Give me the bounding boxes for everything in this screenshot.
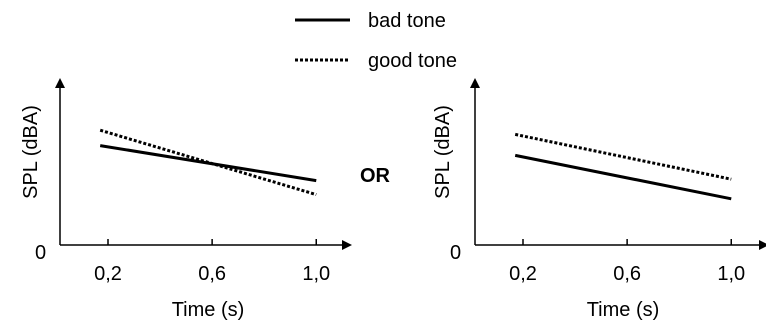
legend-label-good-tone: good tone	[368, 50, 457, 72]
or-label: OR	[360, 165, 391, 187]
x-axis-title: Time (s)	[587, 299, 660, 321]
chart-left: 0,2 0,6 1,0 0 SPL (dBA) Time (s)	[20, 78, 352, 321]
legend-label-bad-tone: bad tone	[368, 10, 446, 32]
series-line-good-tone	[99, 128, 317, 197]
x-tick-label: 0,6	[198, 263, 226, 285]
y-tick-label-0: 0	[35, 242, 46, 264]
y-tick-label-0: 0	[450, 242, 461, 264]
x-tick-label: 0,2	[509, 263, 537, 285]
series-line-good-tone	[514, 132, 732, 181]
series-line-bad-tone	[514, 153, 732, 201]
legend: bad tone good tone	[295, 10, 457, 72]
x-tick-label: 0,6	[613, 263, 641, 285]
chart-right: 0,2 0,6 1,0 0 SPL (dBA) Time (s)	[432, 78, 766, 321]
y-axis-title: SPL (dBA)	[20, 105, 42, 199]
x-tick-label: 1,0	[717, 263, 745, 285]
x-axis-title: Time (s)	[172, 299, 245, 321]
x-tick-label: 1,0	[302, 263, 330, 285]
x-tick-label: 0,2	[94, 263, 122, 285]
y-axis-title: SPL (dBA)	[432, 105, 454, 199]
